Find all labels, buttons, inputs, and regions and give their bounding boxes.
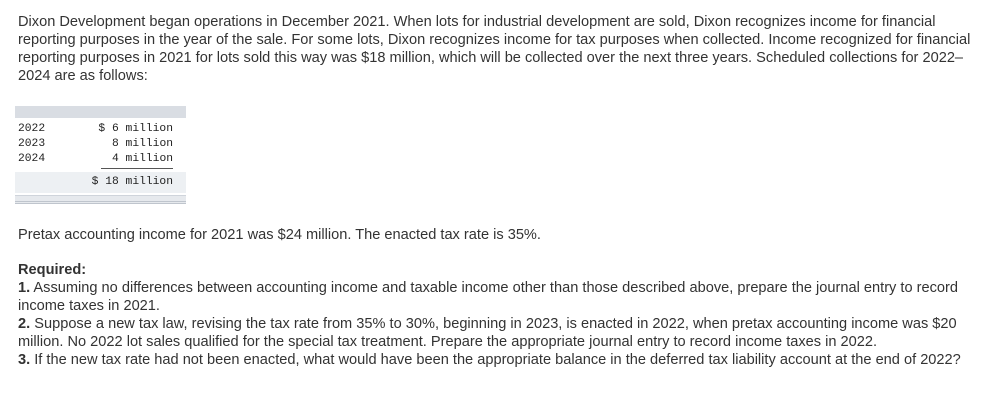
schedule-amount: 8 million — [111, 138, 173, 150]
required-section: Required: 1. Assuming no differences bet… — [18, 261, 978, 369]
schedule-total-row: $ 18 million — [15, 172, 186, 193]
schedule-body: 2022 $ 6 million 2023 8 million 2024 4 m… — [15, 122, 186, 172]
table-header-bar — [15, 106, 186, 118]
schedule-row-2024: 2024 4 million — [15, 152, 186, 167]
schedule-year: 2022 — [18, 123, 46, 135]
requirement-text: Assuming no differences between accounti… — [18, 280, 958, 314]
requirement-2: 2. Suppose a new tax law, revising the t… — [18, 315, 978, 351]
schedule-amount: 4 million — [111, 153, 173, 165]
collection-schedule-table: 2022 $ 6 million 2023 8 million 2024 4 m… — [15, 106, 186, 204]
requirement-3: 3. If the new tax rate had not been enac… — [18, 351, 978, 369]
requirement-text: Suppose a new tax law, revising the tax … — [18, 316, 957, 350]
schedule-row-2023: 2023 8 million — [15, 137, 186, 152]
schedule-total-amount: $ 18 million — [91, 176, 173, 188]
schedule-year: 2023 — [18, 138, 46, 150]
subtotal-rule — [101, 168, 173, 169]
requirement-text: If the new tax rate had not been enacted… — [34, 352, 961, 368]
schedule-year: 2024 — [18, 153, 46, 165]
requirement-number: 1. — [18, 280, 31, 296]
pretax-income-statement: Pretax accounting income for 2021 was $2… — [18, 227, 541, 243]
requirement-number: 2. — [18, 316, 31, 332]
requirement-1: 1. Assuming no differences between accou… — [18, 279, 978, 315]
required-heading: Required: — [18, 262, 87, 278]
schedule-amount: $ 6 million — [98, 123, 173, 135]
table-footer-bar — [15, 195, 186, 204]
schedule-row-2022: 2022 $ 6 million — [15, 122, 186, 137]
intro-paragraph: Dixon Development began operations in De… — [18, 14, 971, 84]
requirement-number: 3. — [18, 352, 31, 368]
